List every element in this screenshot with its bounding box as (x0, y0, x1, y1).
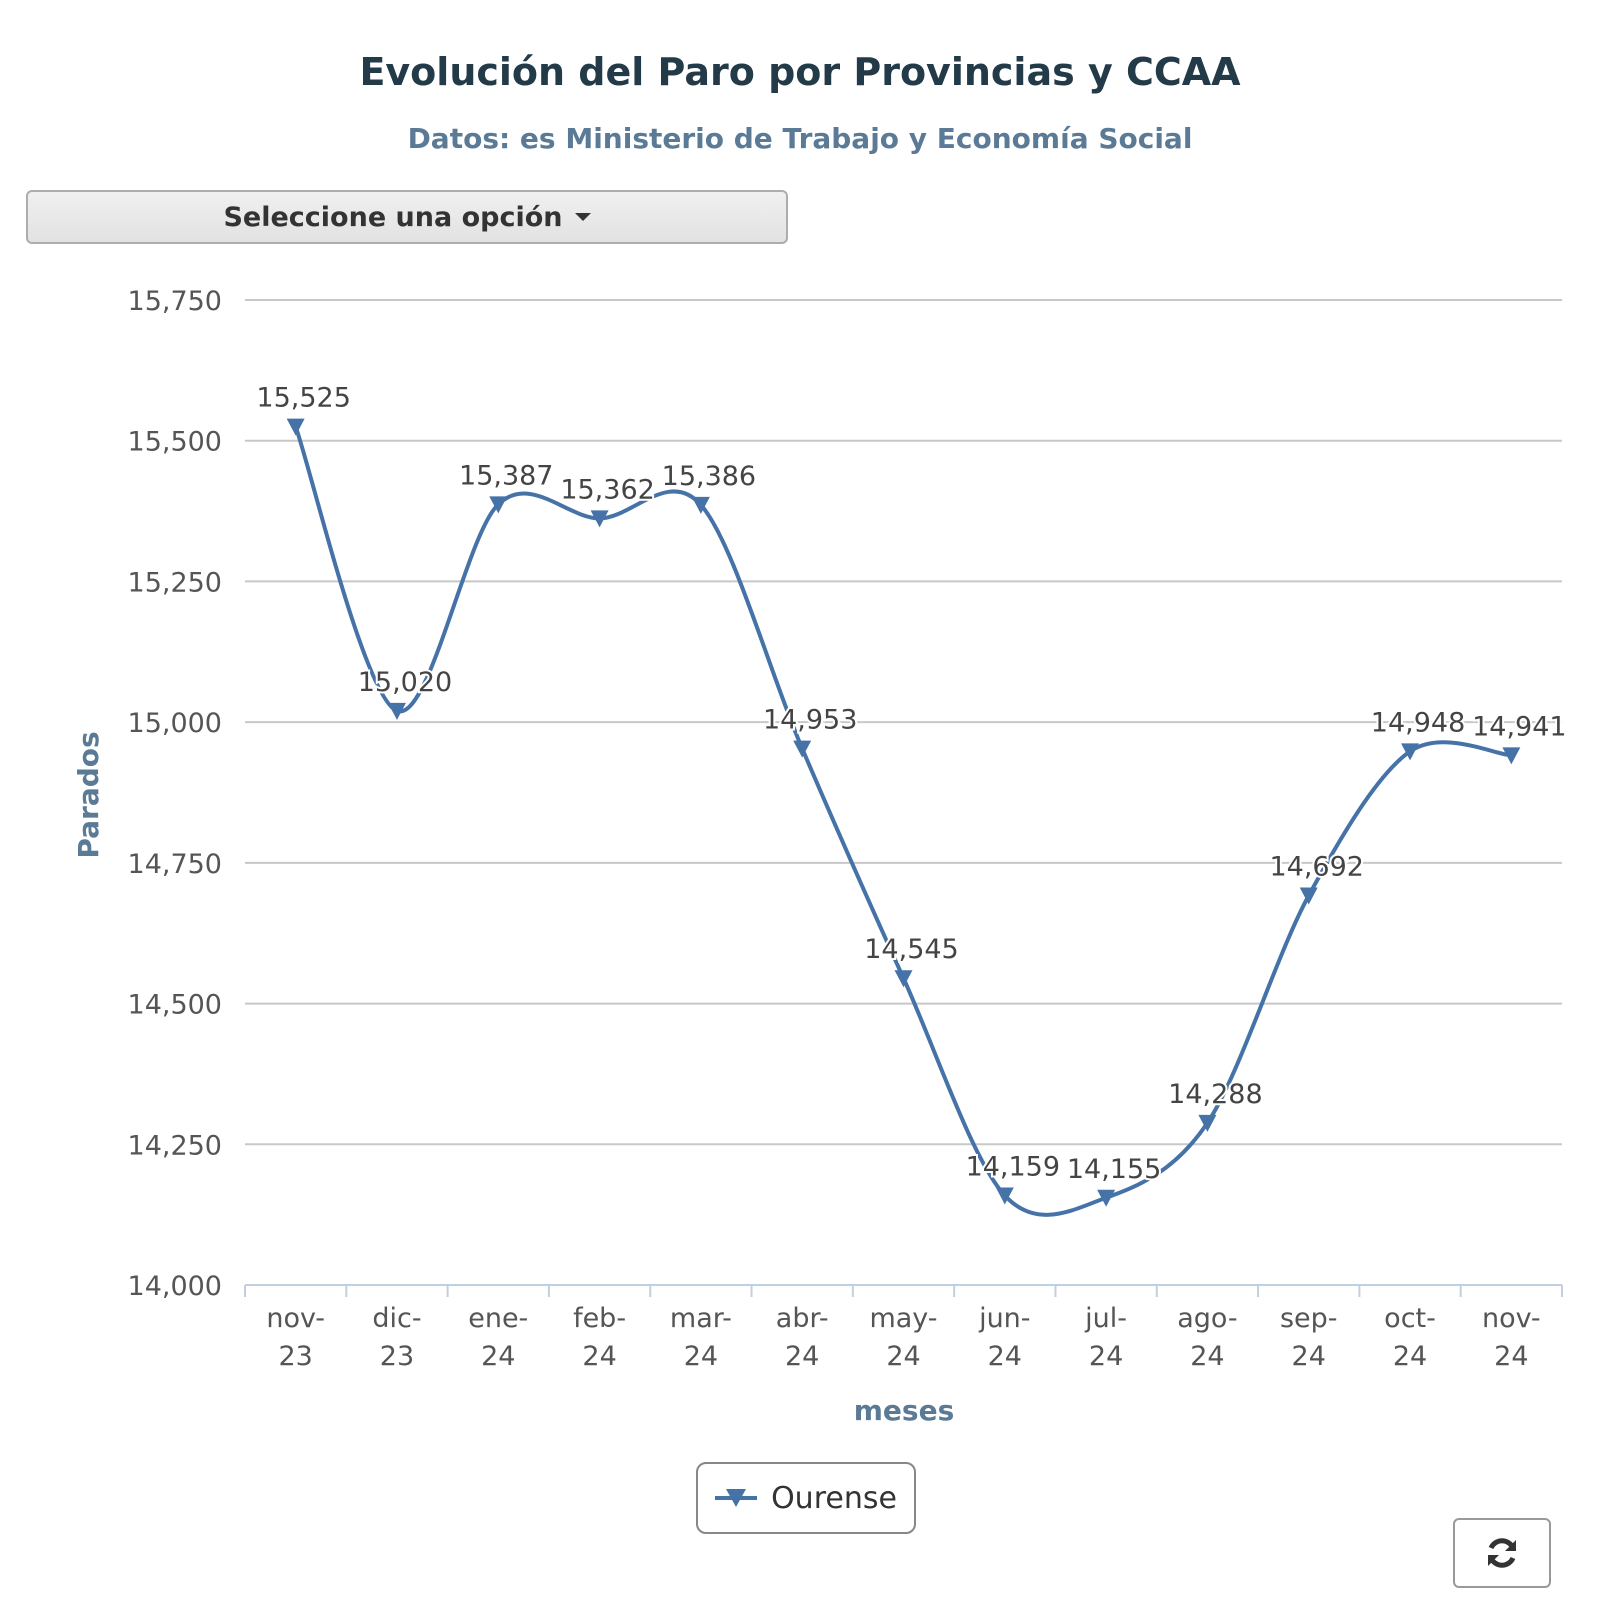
x-tick-label: jul-24 (1084, 1303, 1127, 1372)
data-point-marker[interactable] (1502, 747, 1521, 765)
data-point-marker[interactable] (590, 510, 609, 528)
x-tick-label: nov-24 (1482, 1303, 1541, 1372)
series-line (293, 425, 1512, 1217)
data-label: 15,020 (358, 667, 452, 698)
x-tick-label: jun-24 (978, 1303, 1030, 1372)
data-label: 14,155 (1067, 1154, 1161, 1185)
data-label: 15,362 (560, 474, 654, 505)
data-label: 14,953 (763, 705, 857, 736)
data-point-marker[interactable] (995, 1187, 1014, 1205)
x-tick-label: mar-24 (670, 1303, 732, 1372)
data-point-marker[interactable] (1299, 887, 1318, 905)
data-point-marker[interactable] (489, 496, 508, 514)
x-tick-label: feb-24 (573, 1303, 626, 1372)
data-label: 14,545 (864, 934, 958, 965)
chart-subtitle: Datos: es Ministerio de Trabajo y Econom… (407, 122, 1193, 155)
y-tick-label: 14,500 (128, 990, 222, 1021)
data-label: 14,288 (1168, 1079, 1262, 1110)
data-point-marker[interactable] (793, 740, 812, 758)
data-label: 14,941 (1472, 711, 1566, 742)
data-point-marker[interactable] (1097, 1189, 1116, 1207)
data-label: 15,387 (459, 460, 553, 491)
y-tick-label: 14,250 (128, 1130, 222, 1161)
refresh-icon (1488, 1538, 1516, 1568)
y-tick-label: 15,250 (128, 567, 222, 598)
x-tick-label: sep-24 (1280, 1303, 1338, 1372)
y-tick-label: 14,000 (128, 1271, 222, 1302)
data-label: 14,948 (1371, 707, 1465, 738)
chart-title: Evolución del Paro por Provincias y CCAA (359, 50, 1241, 94)
data-point-marker[interactable] (286, 418, 305, 436)
option-select-dropdown[interactable]: Seleccione una opción (26, 190, 788, 244)
x-tick-label: may-24 (869, 1303, 937, 1372)
x-axis: nov-23 dic-23 ene-24 feb-24 mar-24 abr-24 may-… (244, 1284, 1563, 1372)
data-point-marker[interactable] (691, 496, 710, 514)
x-tick-label: ene-24 (468, 1303, 528, 1372)
data-point-marker[interactable] (1401, 743, 1420, 761)
x-tick-label: ago-24 (1177, 1303, 1237, 1372)
data-label: 15,386 (662, 461, 756, 492)
data-labels: 15,525 15,020 15,387 15,362 15,386 14,953 14,5… (254, 381, 1568, 1187)
x-axis-title: meses (854, 1394, 955, 1427)
y-tick-label: 15,000 (128, 708, 222, 739)
x-tick-label: dic-23 (372, 1303, 421, 1372)
y-tick-label: 15,750 (128, 286, 222, 317)
x-tick-label: oct-24 (1384, 1303, 1436, 1372)
series-ourense (286, 418, 1521, 1217)
legend-label: Ourense (771, 1480, 897, 1516)
y-tick-label: 14,750 (128, 849, 222, 880)
x-tick-label: nov-23 (266, 1303, 325, 1372)
line-chart: 14,000 14,250 14,500 14,750 15,000 15,250 15,5… (72, 286, 1569, 1427)
legend-item-ourense[interactable]: Ourense (696, 1462, 916, 1534)
triangle-down-marker-icon (715, 1488, 758, 1508)
caret-down-icon (574, 213, 591, 221)
y-tick-label: 15,500 (128, 427, 222, 458)
data-point-marker[interactable] (1198, 1114, 1217, 1132)
y-axis-title: Parados (72, 731, 105, 858)
grid-lines (245, 299, 1562, 1146)
y-axis-ticks: 14,000 14,250 14,500 14,750 15,000 15,250 15,5… (128, 286, 222, 1302)
data-label: 14,159 (966, 1152, 1060, 1183)
data-label: 15,525 (256, 383, 350, 414)
x-tick-label: abr-24 (776, 1303, 829, 1372)
data-point-marker[interactable] (387, 702, 406, 720)
data-label: 14,692 (1269, 852, 1363, 883)
option-select-label: Seleccione una opción (223, 201, 563, 233)
refresh-button[interactable] (1453, 1518, 1551, 1588)
data-point-marker[interactable] (894, 970, 913, 988)
